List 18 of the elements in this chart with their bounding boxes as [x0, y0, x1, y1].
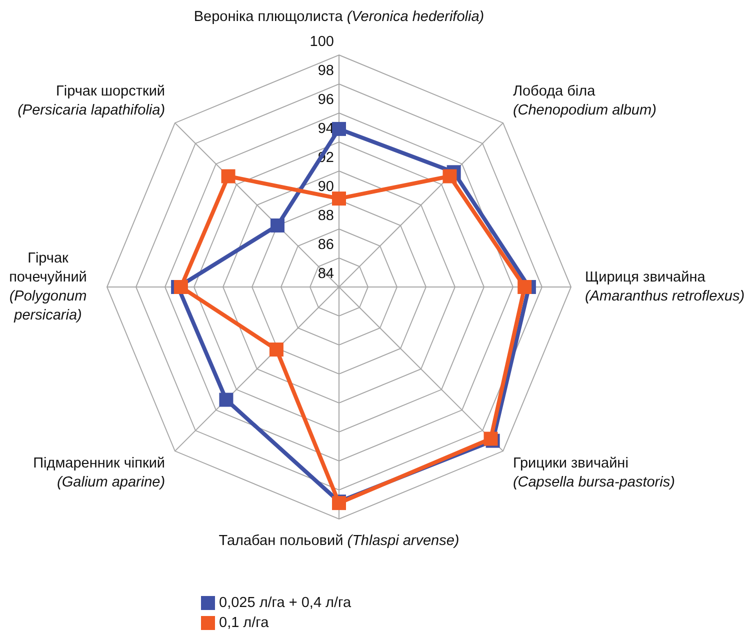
spoke-label: Лобода біла (Chenopodium album) — [512, 83, 656, 118]
spoke-label: Талабан польовий (Thlaspi arvense) — [218, 532, 460, 549]
legend-label: 0,025 л/га + 0,4 л/га — [219, 594, 352, 611]
y-tick-label: 84 — [318, 266, 334, 282]
legend-label: 0,1 л/га — [219, 614, 270, 631]
spoke-label: Підмаренник чіпкий (Galium aparine) — [33, 455, 166, 490]
y-tick-label: 94 — [318, 121, 334, 137]
spoke-label: Вероніка плющолиста (Veronica hederifolia) — [194, 8, 484, 25]
y-tick-label: 86 — [318, 237, 334, 253]
spoke-label: Гірчак шорсткий (Persicaria lapathifolia) — [18, 83, 166, 118]
y-tick-label: 98 — [318, 63, 334, 79]
spoke-label: Щириця звичайна (Amaranthus retroflexus) — [585, 269, 745, 304]
y-tick-label: 96 — [318, 92, 334, 108]
y-tick-label: 90 — [318, 179, 334, 195]
spoke-label: Грицики звичайні (Capsella bursa-pastoris) — [512, 455, 675, 490]
y-tick-label: 88 — [318, 208, 334, 224]
spoke-label: Гірчак почечуйний (Polygonum persicaria) — [9, 250, 87, 324]
y-tick-label: 100 — [310, 34, 334, 50]
